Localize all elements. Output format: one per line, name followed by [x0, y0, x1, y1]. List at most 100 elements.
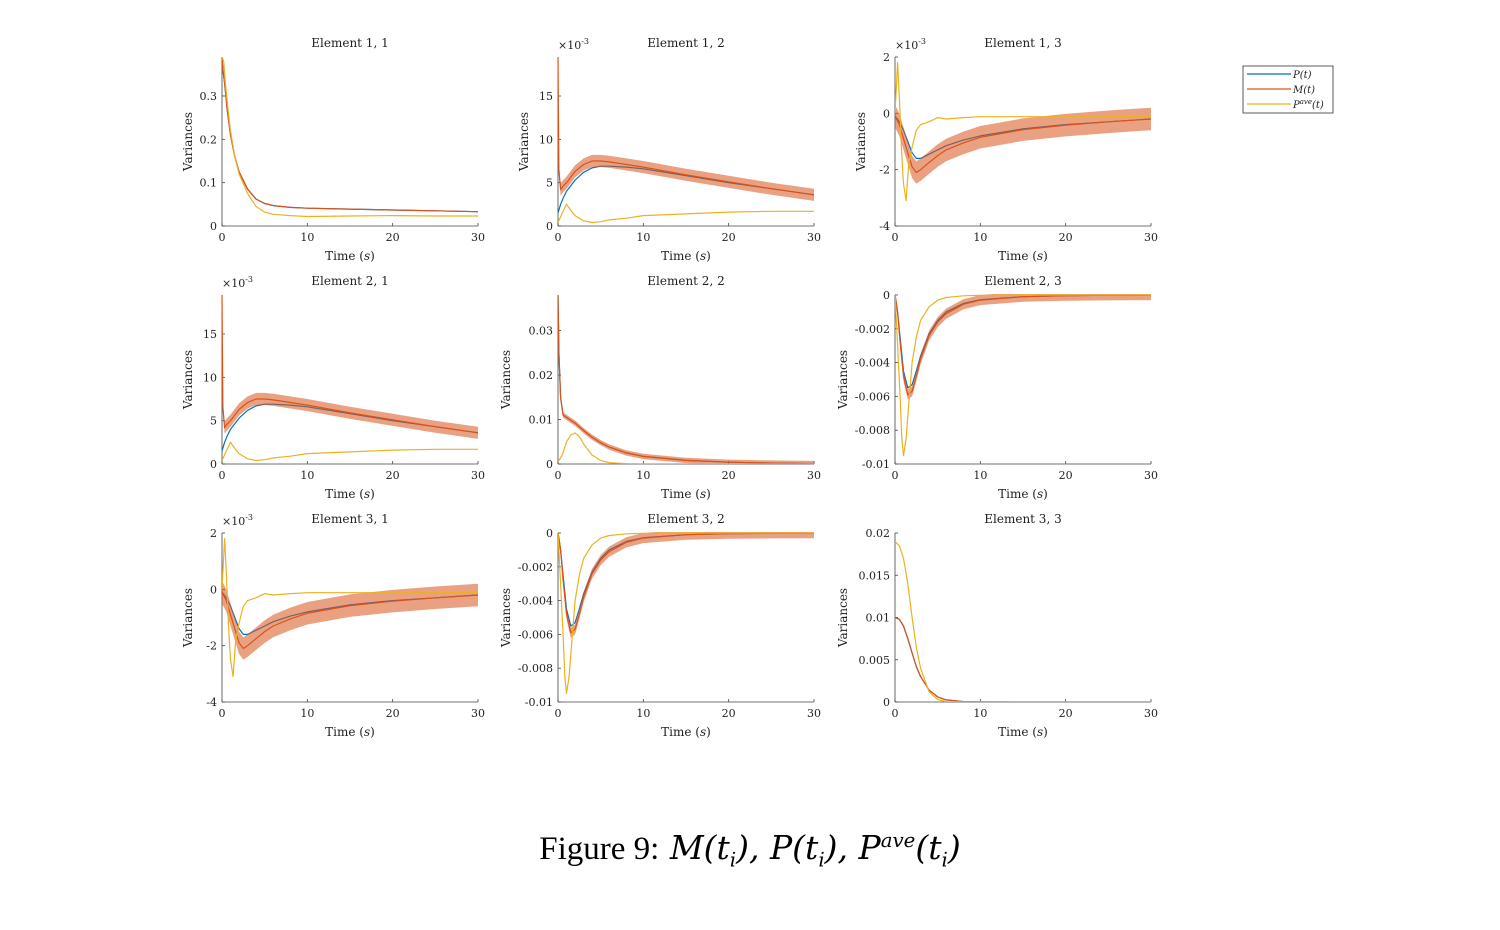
- plot-area: [222, 56, 478, 218]
- y-tick-label: 0.01: [529, 414, 554, 427]
- series-line-Pave(t): [895, 61, 1151, 202]
- y-tick-label: -0.004: [518, 595, 553, 608]
- subplot-title: Element 2, 3: [984, 274, 1061, 288]
- x-axis-label: Time (s): [325, 725, 375, 739]
- x-tick-label: 0: [219, 469, 226, 482]
- y-tick-label: 0: [210, 458, 217, 471]
- x-tick-label: 10: [636, 707, 650, 720]
- x-tick-label: 20: [722, 469, 736, 482]
- subplot-title: Element 2, 1: [311, 274, 388, 288]
- x-tick-label: 30: [807, 231, 821, 244]
- x-tick-label: 0: [555, 469, 562, 482]
- y-axis-label: Variances: [181, 112, 195, 172]
- legend-item: M(t): [1247, 85, 1315, 96]
- y-tick-label: 0: [210, 583, 217, 596]
- y-tick-label: -2: [206, 640, 217, 653]
- series-band-M(t): [895, 294, 1151, 400]
- y-tick-label: -4: [879, 220, 890, 233]
- x-tick-label: 20: [1059, 469, 1073, 482]
- series-line-M(t): [222, 56, 478, 213]
- x-tick-label: 20: [1059, 231, 1073, 244]
- y-tick-label: -0.008: [518, 662, 553, 675]
- x-tick-label: 0: [892, 469, 899, 482]
- y-axis-label: Variances: [499, 350, 513, 410]
- plot-area: [222, 294, 478, 462]
- subplot-title: Element 1, 3: [984, 36, 1061, 50]
- y-axis-label: Variances: [854, 112, 868, 172]
- axis-exponent-label: ×10-3: [558, 37, 589, 52]
- y-tick-label: 0: [546, 458, 553, 471]
- series-line-Pave(t): [222, 537, 478, 678]
- axis-exponent-label: ×10-3: [222, 275, 253, 290]
- y-tick-label: -0.006: [518, 628, 553, 641]
- subplot-title: Element 3, 3: [984, 512, 1061, 526]
- y-tick-label: -4: [206, 696, 217, 709]
- y-tick-label: -0.002: [855, 323, 890, 336]
- x-axis-label: Time (s): [661, 249, 711, 263]
- x-axis-label: Time (s): [998, 725, 1048, 739]
- y-tick-label: 0.2: [200, 133, 218, 146]
- y-tick-label: 0: [210, 220, 217, 233]
- subplot-title: Element 1, 1: [311, 36, 388, 50]
- x-tick-label: 20: [722, 231, 736, 244]
- x-tick-label: 10: [973, 707, 987, 720]
- y-tick-label: 0.015: [859, 569, 891, 582]
- y-tick-label: -0.006: [855, 390, 890, 403]
- y-tick-label: 0: [883, 696, 890, 709]
- series-line-Pave(t): [558, 532, 814, 695]
- plot-area: [895, 541, 1151, 702]
- series-band-M(t): [558, 532, 814, 638]
- y-tick-label: -0.008: [855, 424, 890, 437]
- y-axis-label: Variances: [836, 588, 850, 648]
- x-tick-label: 20: [386, 231, 400, 244]
- x-tick-label: 0: [219, 707, 226, 720]
- x-tick-label: 10: [636, 231, 650, 244]
- y-tick-label: 0: [546, 220, 553, 233]
- series-line-M(t): [895, 616, 1151, 702]
- y-tick-label: -0.01: [862, 458, 890, 471]
- plot-area: [895, 294, 1151, 457]
- x-tick-label: 20: [722, 707, 736, 720]
- axis-exponent-label: ×10-3: [222, 513, 253, 528]
- series-line-M(t): [558, 532, 814, 634]
- y-tick-label: -0.002: [518, 561, 553, 574]
- series-line-Pave(t): [222, 56, 478, 218]
- plot-area: [895, 61, 1151, 202]
- legend-item: P(t): [1247, 70, 1312, 81]
- y-tick-label: 0.02: [866, 527, 891, 540]
- y-tick-label: 0.1: [200, 177, 218, 190]
- subplot-title: Element 3, 2: [647, 512, 724, 526]
- subplot-3-2: 0 10 20 30 -0.01 -0.008 -0.006 -0.004 -0.002 0 Ele…: [499, 512, 821, 739]
- series-band-M(t): [222, 294, 478, 439]
- y-tick-label: -0.004: [855, 357, 890, 370]
- subplot-title: Element 3, 1: [311, 512, 388, 526]
- plot-area: [558, 294, 814, 464]
- figure-formula: M(ti), P(ti), Pave(ti): [669, 828, 961, 872]
- y-tick-label: 15: [203, 328, 217, 341]
- y-tick-label: 5: [210, 415, 217, 428]
- x-tick-label: 0: [555, 707, 562, 720]
- series-line-Pave(t): [222, 441, 478, 462]
- x-tick-label: 30: [471, 231, 485, 244]
- y-tick-label: 0: [883, 289, 890, 302]
- subplot-2-1: 0 10 20 30 0 5 10 15 Element 2, 1 Time (s) Varianc…: [181, 274, 485, 501]
- plot-area: [558, 56, 814, 224]
- x-tick-label: 30: [1144, 231, 1158, 244]
- x-tick-label: 20: [1059, 707, 1073, 720]
- x-tick-label: 30: [807, 707, 821, 720]
- legend-label: P(t): [1292, 70, 1312, 81]
- x-axis-label: Time (s): [998, 249, 1048, 263]
- x-tick-label: 0: [219, 231, 226, 244]
- series-line-Pave(t): [895, 294, 1151, 457]
- series-line-M(t): [895, 115, 1151, 174]
- x-tick-label: 10: [973, 231, 987, 244]
- y-tick-label: 15: [539, 90, 553, 103]
- series-line-P(t): [895, 294, 1151, 389]
- y-tick-label: 0: [546, 527, 553, 540]
- y-tick-label: 0: [883, 107, 890, 120]
- subplot-3-1: 0 10 20 30 -4 -2 0 2 Element 3, 1 Time (s) Varianc…: [181, 512, 485, 739]
- subplot-2-2: 0 10 20 30 0 0.01 0.02 0.03 Element 2, 2 Time (s)…: [499, 274, 821, 501]
- x-axis-label: Time (s): [661, 487, 711, 501]
- subplot-title: Element 1, 2: [647, 36, 724, 50]
- y-tick-label: 2: [210, 527, 217, 540]
